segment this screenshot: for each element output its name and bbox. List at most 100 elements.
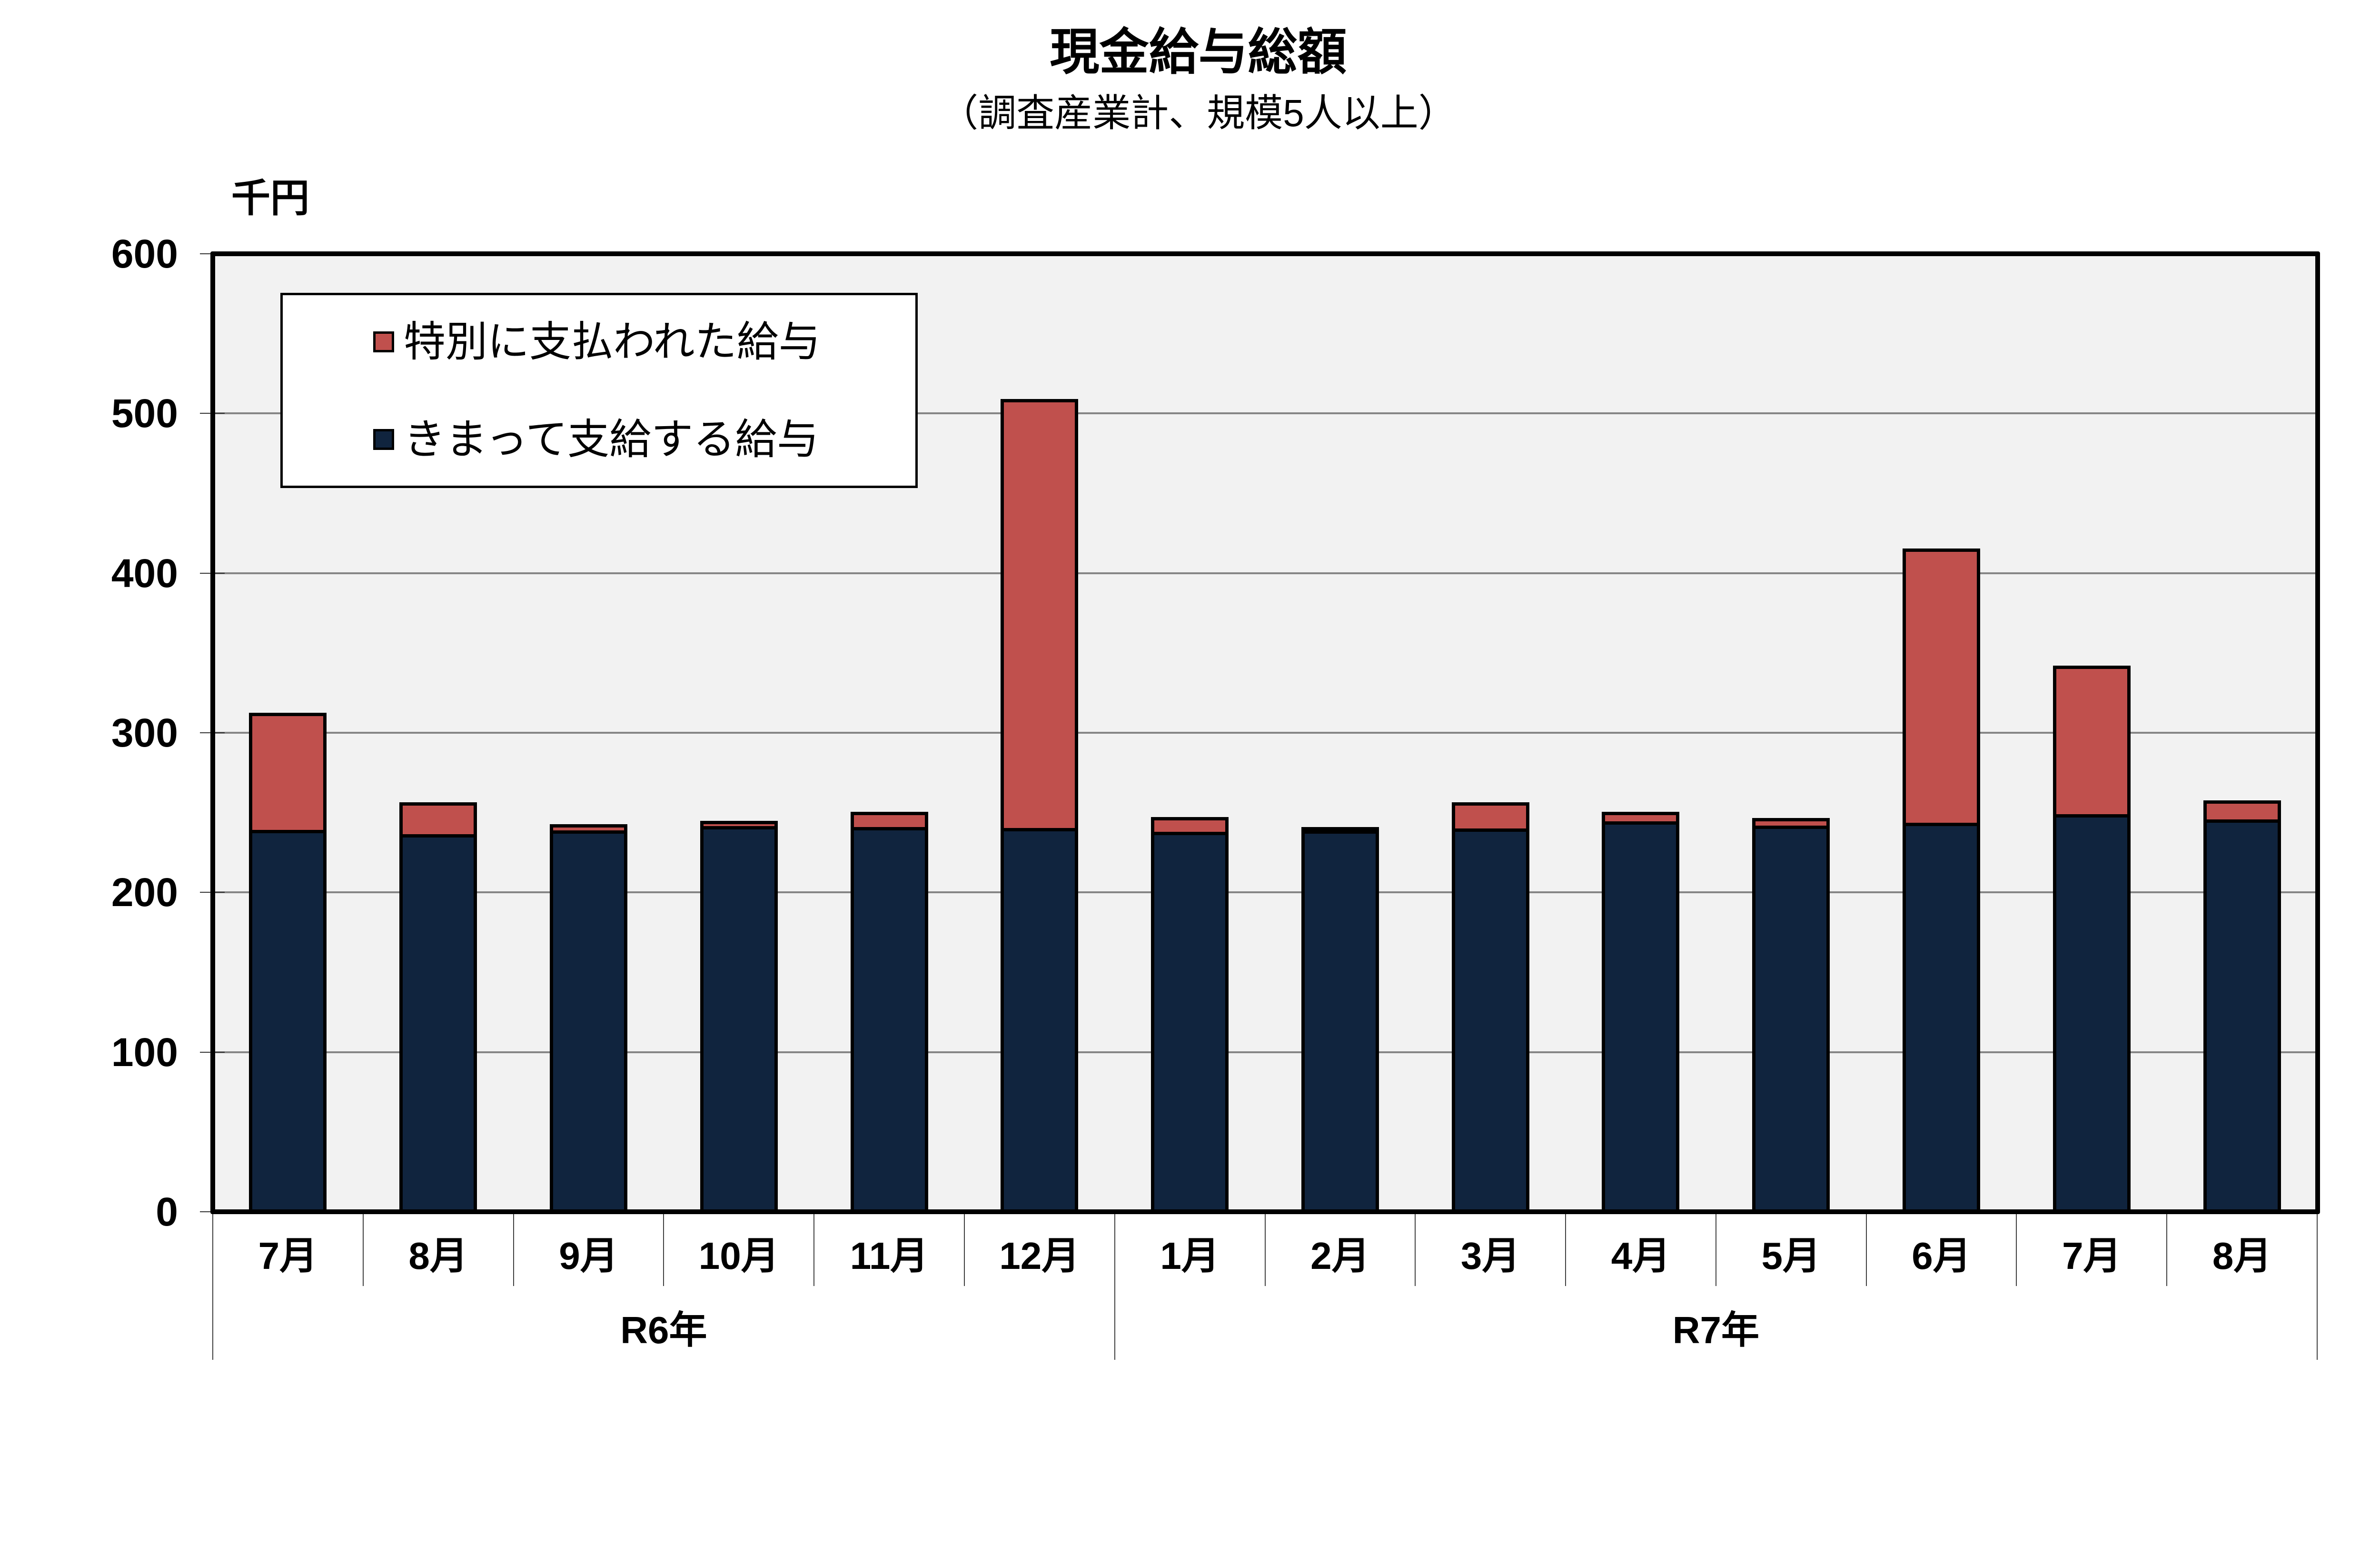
bar-segment-special-pay	[549, 824, 627, 834]
x-axis-tick-line	[963, 1214, 965, 1286]
bar-segment-special-pay	[2203, 800, 2281, 823]
bar-segment-regular-pay	[1752, 825, 1830, 1214]
gridline	[213, 572, 2317, 574]
x-axis-category-label: 10月	[698, 1235, 779, 1277]
chart-title: 現金給与総額	[1050, 25, 1347, 80]
x-axis-tick-line	[362, 1214, 364, 1286]
legend: 特別に支払われた給与 きまって支給する給与	[280, 293, 918, 488]
bar-segment-special-pay	[1602, 812, 1680, 825]
bar-segment-special-pay	[249, 712, 327, 834]
legend-item-regular-pay: きまって支給する給与	[373, 416, 819, 463]
bar-segment-special-pay	[700, 820, 778, 829]
x-axis-category-label: 5月	[1761, 1235, 1821, 1277]
plot-area	[213, 254, 2317, 1214]
x-axis-category-label: 1月	[1160, 1235, 1220, 1277]
y-axis-label: 200	[111, 870, 178, 915]
bar-segment-special-pay	[1752, 818, 1830, 829]
bar-segment-regular-pay	[1151, 832, 1229, 1214]
y-axis-label: 600	[111, 231, 178, 276]
bar-segment-regular-pay	[2203, 819, 2281, 1214]
bar-segment-regular-pay	[700, 826, 778, 1214]
x-axis-tick-line	[2016, 1214, 2017, 1286]
x-axis-group-label: R6年	[620, 1309, 707, 1351]
bar-stack	[1115, 254, 1265, 1214]
y-axis-label: 0	[156, 1189, 178, 1234]
x-axis-category-label: 9月	[559, 1235, 618, 1277]
y-axis-tick-mark	[200, 892, 225, 893]
bar-segment-special-pay	[1001, 399, 1079, 831]
x-axis-group-separator	[2317, 1214, 2318, 1360]
x-axis-category-label: 7月	[2062, 1235, 2122, 1277]
y-axis-label: 500	[111, 391, 178, 436]
bar-stack	[1265, 254, 1416, 1214]
x-axis-category-label: 12月	[999, 1235, 1080, 1277]
x-axis-group-separator	[1114, 1214, 1115, 1360]
x-axis-tick-line	[2166, 1214, 2168, 1286]
x-axis-category-label: 11月	[850, 1235, 929, 1277]
y-axis-unit-label: 千円	[231, 177, 310, 220]
bar-segment-regular-pay	[399, 834, 477, 1214]
x-axis-tick-line	[513, 1214, 514, 1286]
bar-segment-regular-pay	[1602, 821, 1680, 1214]
gridline	[213, 732, 2317, 734]
y-axis-tick-mark	[200, 413, 225, 414]
bar-segment-special-pay	[1903, 548, 1981, 827]
bar-segment-regular-pay	[1451, 828, 1529, 1214]
x-axis-tick-line	[1565, 1214, 1567, 1286]
bar-segment-special-pay	[399, 802, 477, 838]
bar-stack	[1566, 254, 1716, 1214]
bar-segment-regular-pay	[1301, 830, 1379, 1214]
bar-segment-regular-pay	[549, 830, 627, 1214]
x-axis-tick-line	[1264, 1214, 1266, 1286]
bar-stack	[664, 254, 814, 1214]
x-axis-group-label: R7年	[1672, 1309, 1759, 1351]
gridline	[213, 1051, 2317, 1053]
x-axis-tick-line	[813, 1214, 815, 1286]
bar-segment-special-pay	[1151, 817, 1229, 836]
bar-stack	[1716, 254, 1866, 1214]
gridline	[213, 891, 2317, 894]
y-axis-tick-mark	[200, 253, 225, 254]
x-axis-group-separator	[212, 1214, 213, 1360]
legend-label-special-pay: 特別に支払われた給与	[404, 318, 821, 365]
y-axis-tick-mark	[200, 1211, 225, 1212]
gridline	[213, 412, 2317, 415]
y-axis-tick-mark	[200, 732, 225, 733]
x-axis-category-label: 3月	[1460, 1235, 1520, 1277]
y-axis-tick-mark	[200, 572, 225, 574]
y-axis-label: 100	[111, 1029, 178, 1075]
bar-segment-special-pay	[1301, 827, 1379, 834]
x-axis-category-label: 8月	[408, 1235, 468, 1277]
x-axis-category-label: 8月	[2212, 1235, 2272, 1277]
y-axis-label: 300	[111, 710, 178, 755]
bar-stack	[2167, 254, 2317, 1214]
x-axis-tick-line	[663, 1214, 664, 1286]
bar-stack	[964, 254, 1115, 1214]
x-axis-category-label: 4月	[1611, 1235, 1671, 1277]
x-axis-tick-line	[1865, 1214, 1867, 1286]
bar-stack	[363, 254, 514, 1214]
chart-subtitle: （調査産業計、規模5人以上）	[940, 92, 1457, 134]
bar-stack	[2016, 254, 2167, 1214]
legend-label-regular-pay: きまって支給する給与	[404, 416, 819, 463]
bar-segment-special-pay	[1451, 802, 1529, 832]
bar-segment-regular-pay	[2053, 814, 2131, 1214]
bar-segment-special-pay	[850, 812, 928, 831]
x-axis-category-label: 2月	[1310, 1235, 1370, 1277]
bar-stack	[814, 254, 964, 1214]
x-axis-tick-line	[1415, 1214, 1416, 1286]
bar-stack	[514, 254, 664, 1214]
x-axis-category-label: 7月	[258, 1235, 318, 1277]
bar-segment-regular-pay	[850, 827, 928, 1214]
bar-segment-regular-pay	[1001, 828, 1079, 1214]
bar-segment-regular-pay	[249, 830, 327, 1214]
bar-segment-special-pay	[2053, 666, 2131, 818]
y-axis-label: 400	[111, 550, 178, 596]
legend-item-special-pay: 特別に支払われた給与	[373, 318, 821, 366]
legend-swatch-regular-pay	[373, 429, 394, 450]
bar-stack	[1866, 254, 2017, 1214]
y-axis-tick-mark	[200, 1051, 225, 1053]
legend-swatch-special-pay	[373, 331, 394, 352]
bar-stack	[1415, 254, 1566, 1214]
x-axis-category-label: 6月	[1912, 1235, 1971, 1277]
